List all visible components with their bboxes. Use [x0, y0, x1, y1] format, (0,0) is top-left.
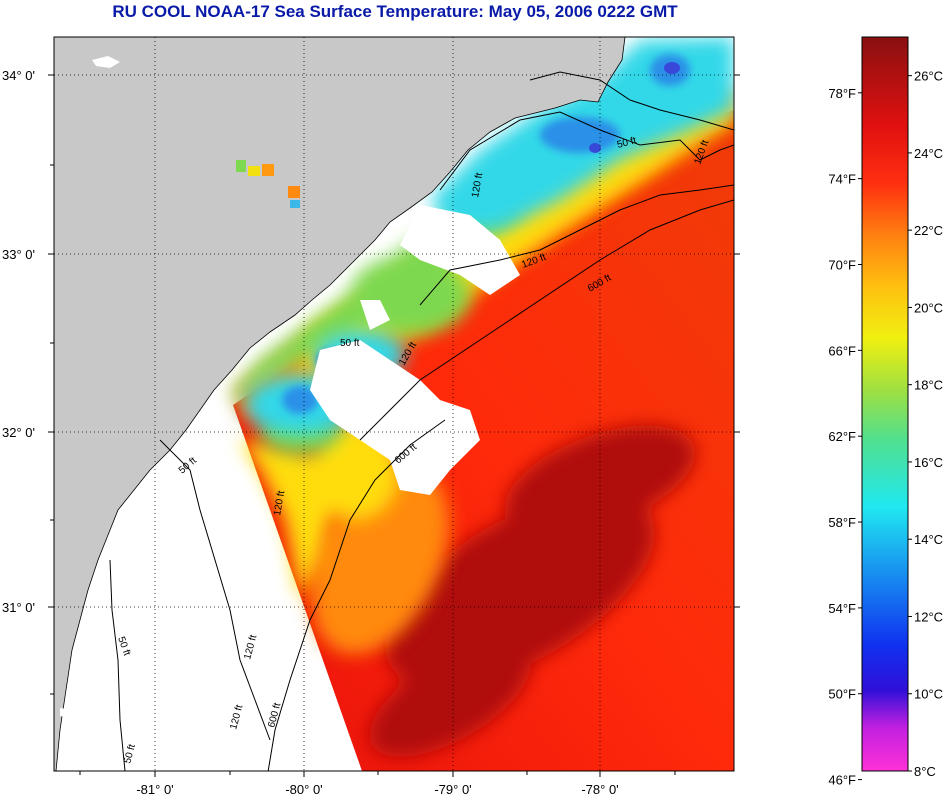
contour-label: 50 ft — [122, 743, 138, 765]
colorbar-celsius-label: 22°C — [914, 223, 943, 238]
colorbar-fahrenheit-label: 46°F — [828, 773, 856, 788]
temperature-colorbar: 78°F 74°F 70°F 66°F 62°F 58°F 54°F 50°F 46°F 26°… — [828, 36, 943, 788]
colorbar-celsius-label: 18°C — [914, 378, 943, 393]
longitude-label: -80° 0' — [285, 782, 322, 797]
colorbar-fahrenheit-label: 78°F — [828, 86, 856, 101]
colorbar-celsius-label: 26°C — [914, 69, 943, 84]
longitude-label: -81° 0' — [136, 782, 173, 797]
sst-map: 34° 0' 33° 0' 32° 0' 31° 0' -81° 0' -80°… — [2, 36, 740, 797]
cloud-mask — [310, 205, 520, 495]
colorbar-celsius-label: 10°C — [914, 687, 943, 702]
inland-data-speck — [236, 160, 300, 208]
colorbar-ticks — [858, 75, 912, 781]
bathymetry-contours — [109, 71, 734, 771]
latitude-label: 31° 0' — [2, 600, 35, 615]
colorbar-fahrenheit-labels: 78°F 74°F 70°F 66°F 62°F 58°F 54°F 50°F 46°F — [828, 86, 856, 788]
colorbar-fahrenheit-label: 66°F — [828, 343, 856, 358]
map-frame — [53, 36, 735, 772]
colorbar-celsius-label: 24°C — [914, 146, 943, 161]
sst-swath — [230, 37, 734, 771]
colorbar-celsius-label: 20°C — [914, 300, 943, 315]
latitude-label: 34° 0' — [2, 68, 35, 83]
longitude-label: -78° 0' — [581, 782, 618, 797]
latitude-label: 32° 0' — [2, 425, 35, 440]
contour-label: 120 ft — [272, 490, 287, 517]
colorbar-fahrenheit-label: 62°F — [828, 429, 856, 444]
contour-label: 50 ft — [616, 135, 638, 151]
land-mass — [54, 37, 626, 771]
colorbar-fahrenheit-label: 74°F — [828, 172, 856, 187]
map-title: RU COOL NOAA-17 Sea Surface Temperature:… — [112, 2, 678, 21]
colorbar-gradient — [861, 36, 909, 772]
colorbar-celsius-label: 12°C — [914, 609, 943, 624]
colorbar-celsius-label: 14°C — [914, 532, 943, 547]
colorbar-celsius-labels: 26°C 24°C 22°C 20°C 18°C 16°C 14°C 12°C 10°C 8°C — [914, 69, 943, 779]
colorbar-fahrenheit-label: 70°F — [828, 257, 856, 272]
latitude-label: 33° 0' — [2, 247, 35, 262]
axis-ticks — [48, 74, 740, 777]
lake-features — [60, 56, 120, 718]
colorbar-fahrenheit-label: 58°F — [828, 515, 856, 530]
longitude-label: -79° 0' — [434, 782, 471, 797]
contour-label: 50 ft — [340, 338, 360, 349]
colorbar-celsius-label: 16°C — [914, 455, 943, 470]
colorbar-fahrenheit-label: 54°F — [828, 601, 856, 616]
colorbar-celsius-label: 8°C — [914, 764, 936, 779]
gridlines — [54, 37, 734, 771]
colorbar-fahrenheit-label: 50°F — [828, 687, 856, 702]
contour-label: 120 ft — [470, 172, 485, 199]
